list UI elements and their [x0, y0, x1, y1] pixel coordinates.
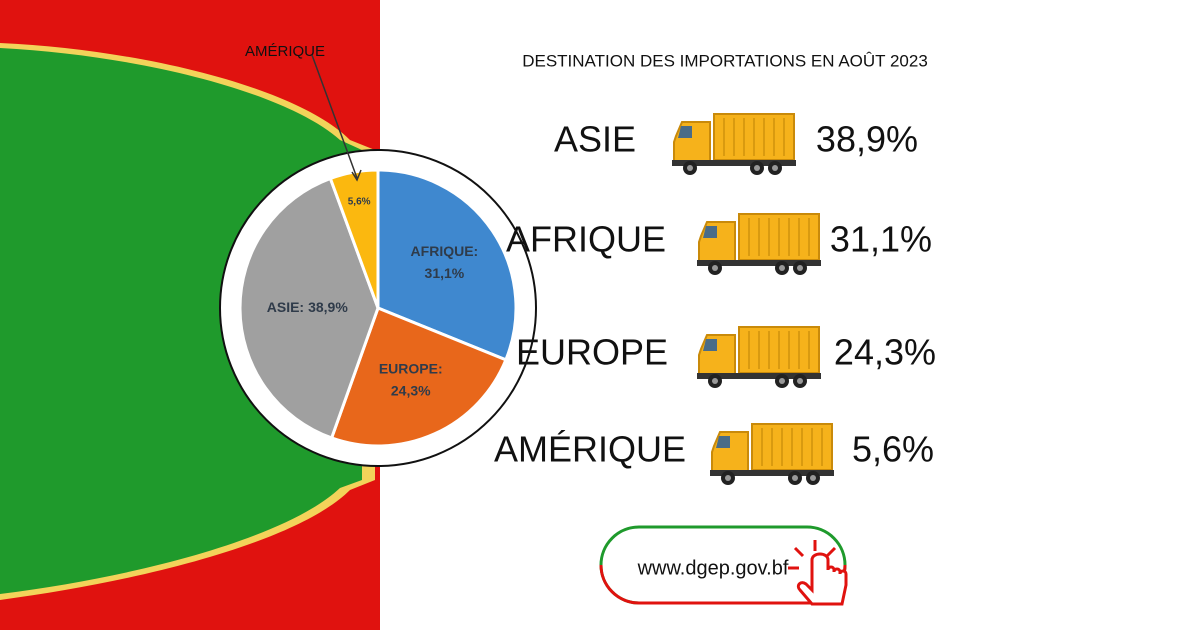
pie-slice	[328, 168, 380, 309]
background-green	[0, 48, 362, 594]
chart-title: DESTINATION DES IMPORTATIONS EN AOÛT 202…	[522, 51, 928, 70]
destination-name: AMÉRIQUE	[494, 429, 686, 470]
truck-icon	[671, 113, 797, 176]
callout-arrow	[311, 54, 358, 179]
destination-name: ASIE	[554, 119, 636, 160]
destination-share: 38,9%	[816, 119, 918, 160]
destination-list: ASIE 38,9% AFRIQUE 31,1% EUROPE 24,3% AMÉRIQUE…	[494, 113, 936, 486]
truck-icon	[696, 213, 822, 276]
destination-share: 5,6%	[852, 429, 934, 470]
slice-label: ASIE:	[267, 299, 304, 315]
website-link[interactable]: www.dgep.gov.bf	[637, 557, 789, 579]
slice-value-label: 31,1%	[425, 265, 465, 281]
truck-icon	[709, 423, 835, 486]
callout-arrow-head	[351, 169, 362, 182]
slice-value-label: 5,6%	[348, 197, 371, 208]
destination-name: EUROPE	[516, 332, 668, 373]
pie-slice	[329, 306, 508, 448]
destination-share: 31,1%	[830, 219, 932, 260]
slice-label: EUROPE:	[379, 361, 443, 377]
slice-value-label: 38,9%	[308, 299, 348, 315]
pie-slice	[376, 168, 518, 362]
truck-icon	[696, 326, 822, 389]
slice-value-label: 24,3%	[391, 383, 431, 399]
slice-label: AFRIQUE:	[411, 243, 479, 259]
callout-label: AMÉRIQUE	[245, 43, 325, 60]
pie: AFRIQUE: 31,1% EUROPE: 24,3% ASIE: 38,9% 5,6%	[238, 168, 518, 448]
destination-share: 24,3%	[834, 332, 936, 373]
click-icon	[788, 540, 848, 606]
destination-name: AFRIQUE	[506, 219, 666, 260]
pie-slice	[238, 176, 380, 440]
